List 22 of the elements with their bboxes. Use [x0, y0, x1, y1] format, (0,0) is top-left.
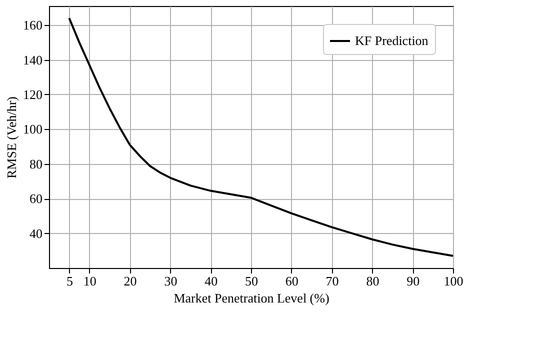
x-axis-title: Market Penetration Level (%)	[174, 290, 330, 306]
y-tick-label: 80	[30, 156, 42, 172]
x-tick-label: 80	[366, 274, 380, 288]
x-tick-label: 40	[204, 274, 218, 288]
y-tick-label: 140	[23, 52, 42, 68]
y-tick-label: 100	[23, 122, 42, 137]
y-tick-label: 40	[30, 226, 42, 241]
y-tick-label: 60	[30, 191, 42, 206]
y-tick-label: 120	[23, 86, 42, 102]
x-tick-label: 50	[245, 274, 258, 288]
y-axis-title: RMSE (Veh/hr)	[4, 96, 19, 178]
legend-label: KF Prediction	[355, 33, 429, 48]
line-series	[68, 17, 454, 257]
y-tick-label: 160	[23, 18, 42, 33]
x-tick-label: 20	[124, 274, 137, 288]
x-tick-label: 90	[406, 274, 420, 288]
x-tick-label: 100	[444, 274, 464, 288]
x-tick-label: 70	[326, 274, 339, 288]
x-tick-label: 10	[83, 274, 96, 288]
x-tick-label: 30	[164, 274, 178, 288]
x-tick-label: 60	[285, 274, 298, 288]
x-tick-label: 5	[66, 274, 73, 288]
